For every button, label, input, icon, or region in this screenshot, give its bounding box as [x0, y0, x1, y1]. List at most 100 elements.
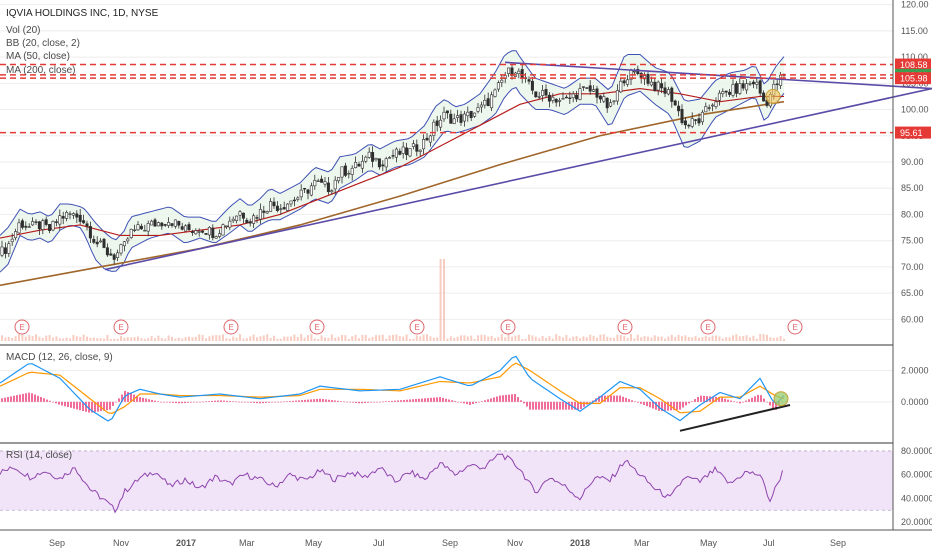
volume-bar	[72, 334, 75, 341]
macd-histogram-bar	[103, 401, 105, 411]
rsi-axis[interactable]: 80.0000 60.0000 40.0000 20.0000	[901, 446, 932, 527]
symbol-title[interactable]: IQVIA HOLDINGS INC, 1D, NYSE	[6, 8, 159, 19]
volume-bar	[48, 335, 51, 341]
indicator-rsi-label[interactable]: RSI (14, close)	[6, 450, 72, 461]
volume-bar	[460, 335, 462, 341]
macd-histogram-bar	[562, 401, 564, 410]
volume-bar	[11, 337, 14, 341]
volume-bar	[41, 337, 44, 341]
volume-bar	[715, 335, 717, 341]
candle-body	[54, 221, 58, 223]
candle-body	[207, 226, 211, 236]
macd-histogram-bar	[568, 401, 570, 410]
price-level-badge	[895, 72, 931, 85]
highlight-circle-price	[765, 88, 781, 104]
volume-bar	[555, 334, 558, 341]
macd-histogram-bar	[16, 395, 18, 402]
time-axis[interactable]: Sep Nov 2017 Mar May Jul Sep Nov 2018 Mar May Jul Se…	[49, 538, 846, 548]
macd-histogram-bar	[208, 401, 210, 402]
candle-body	[731, 84, 735, 96]
volume-bar	[184, 337, 187, 341]
price-level-badge	[895, 126, 931, 139]
macd-histogram-bar	[400, 400, 402, 402]
macd-histogram-bar	[139, 397, 141, 402]
macd-histogram-bar	[481, 401, 483, 402]
volume-bar	[667, 336, 670, 341]
candle-body	[374, 157, 378, 161]
volume-bar	[279, 338, 282, 341]
macd-histogram-bar	[121, 394, 123, 402]
macd-histogram-bar	[172, 401, 174, 403]
candle-body	[636, 68, 640, 75]
candle-body	[704, 106, 708, 113]
macd-histogram-bar	[358, 401, 360, 404]
price-tick-label: 75.00	[901, 236, 924, 246]
macd-histogram-bar	[325, 399, 327, 402]
volume-bar	[96, 338, 99, 341]
volume-bar	[103, 338, 105, 341]
macd-histogram-bar	[760, 395, 762, 402]
macd-histogram-bar	[469, 401, 471, 405]
volume-bar	[636, 334, 639, 341]
volume-bar	[65, 337, 68, 341]
macd-histogram-bar	[19, 394, 21, 402]
macd-histogram-bar	[376, 401, 378, 403]
candle-body	[578, 88, 582, 100]
macd-histogram-bar	[517, 397, 519, 402]
candle-body	[755, 81, 759, 85]
macd-histogram-bar	[238, 401, 240, 403]
macd-histogram-bar	[424, 398, 426, 402]
volume-bar	[453, 338, 456, 341]
candle-body	[364, 156, 368, 162]
candle-body	[184, 225, 188, 232]
volume-bar	[341, 334, 343, 341]
macd-histogram-bar	[751, 397, 753, 402]
candle-body	[411, 143, 415, 147]
candle-body	[150, 220, 154, 226]
candle-body	[258, 209, 262, 220]
candle-body	[588, 85, 592, 92]
candle-body	[762, 92, 766, 102]
macd-histogram-bar	[262, 401, 264, 404]
candle-body	[469, 110, 473, 118]
indicator-ma50-label[interactable]: MA (50, close)	[6, 51, 70, 62]
macd-histogram-bar	[427, 398, 429, 402]
candle-body	[398, 150, 402, 155]
candle-body	[3, 247, 7, 254]
volume-bar	[568, 338, 571, 341]
macd-histogram-bar	[274, 401, 276, 403]
volume-bar	[660, 336, 663, 341]
candle-body	[160, 222, 164, 227]
indicator-ma200-label[interactable]: MA (200, close)	[6, 65, 75, 76]
macd-histogram-bar	[649, 401, 651, 408]
indicator-macd-label[interactable]: MACD (12, 26, close, 9)	[6, 352, 113, 363]
volume-bar	[133, 337, 136, 341]
volume-bar	[150, 336, 153, 341]
volume-bar	[157, 335, 160, 341]
candle-body	[44, 219, 48, 225]
volume-bar	[562, 337, 564, 341]
candle-body	[728, 91, 732, 95]
macd-histogram-bar	[379, 401, 381, 403]
indicator-bollinger-label[interactable]: BB (20, close, 2)	[6, 38, 80, 49]
candle-body	[248, 221, 252, 224]
candle-body	[694, 119, 698, 121]
volume-bar	[303, 337, 306, 341]
volume-bar	[541, 335, 544, 341]
macd-histogram-bar	[43, 398, 45, 402]
macd-histogram-bar	[133, 394, 135, 402]
candle-body	[105, 247, 109, 256]
volume-bar	[371, 336, 374, 341]
price-tick-label: 90.00	[901, 157, 924, 167]
macd-axis[interactable]: 2.0000 0.0000	[901, 366, 929, 407]
macd-histogram-bar	[448, 399, 450, 402]
candle-body	[163, 224, 167, 226]
candle-body	[112, 254, 116, 260]
volume-bar	[317, 338, 320, 341]
price-axis[interactable]: 60.0065.0070.0075.0080.0085.0090.0095.00…	[901, 0, 929, 324]
indicator-volume-label[interactable]: Vol (20)	[6, 25, 40, 36]
volume-bar	[7, 336, 10, 341]
macd-histogram-bar	[634, 401, 636, 403]
candle-body	[286, 203, 290, 211]
candle-body	[14, 231, 18, 239]
